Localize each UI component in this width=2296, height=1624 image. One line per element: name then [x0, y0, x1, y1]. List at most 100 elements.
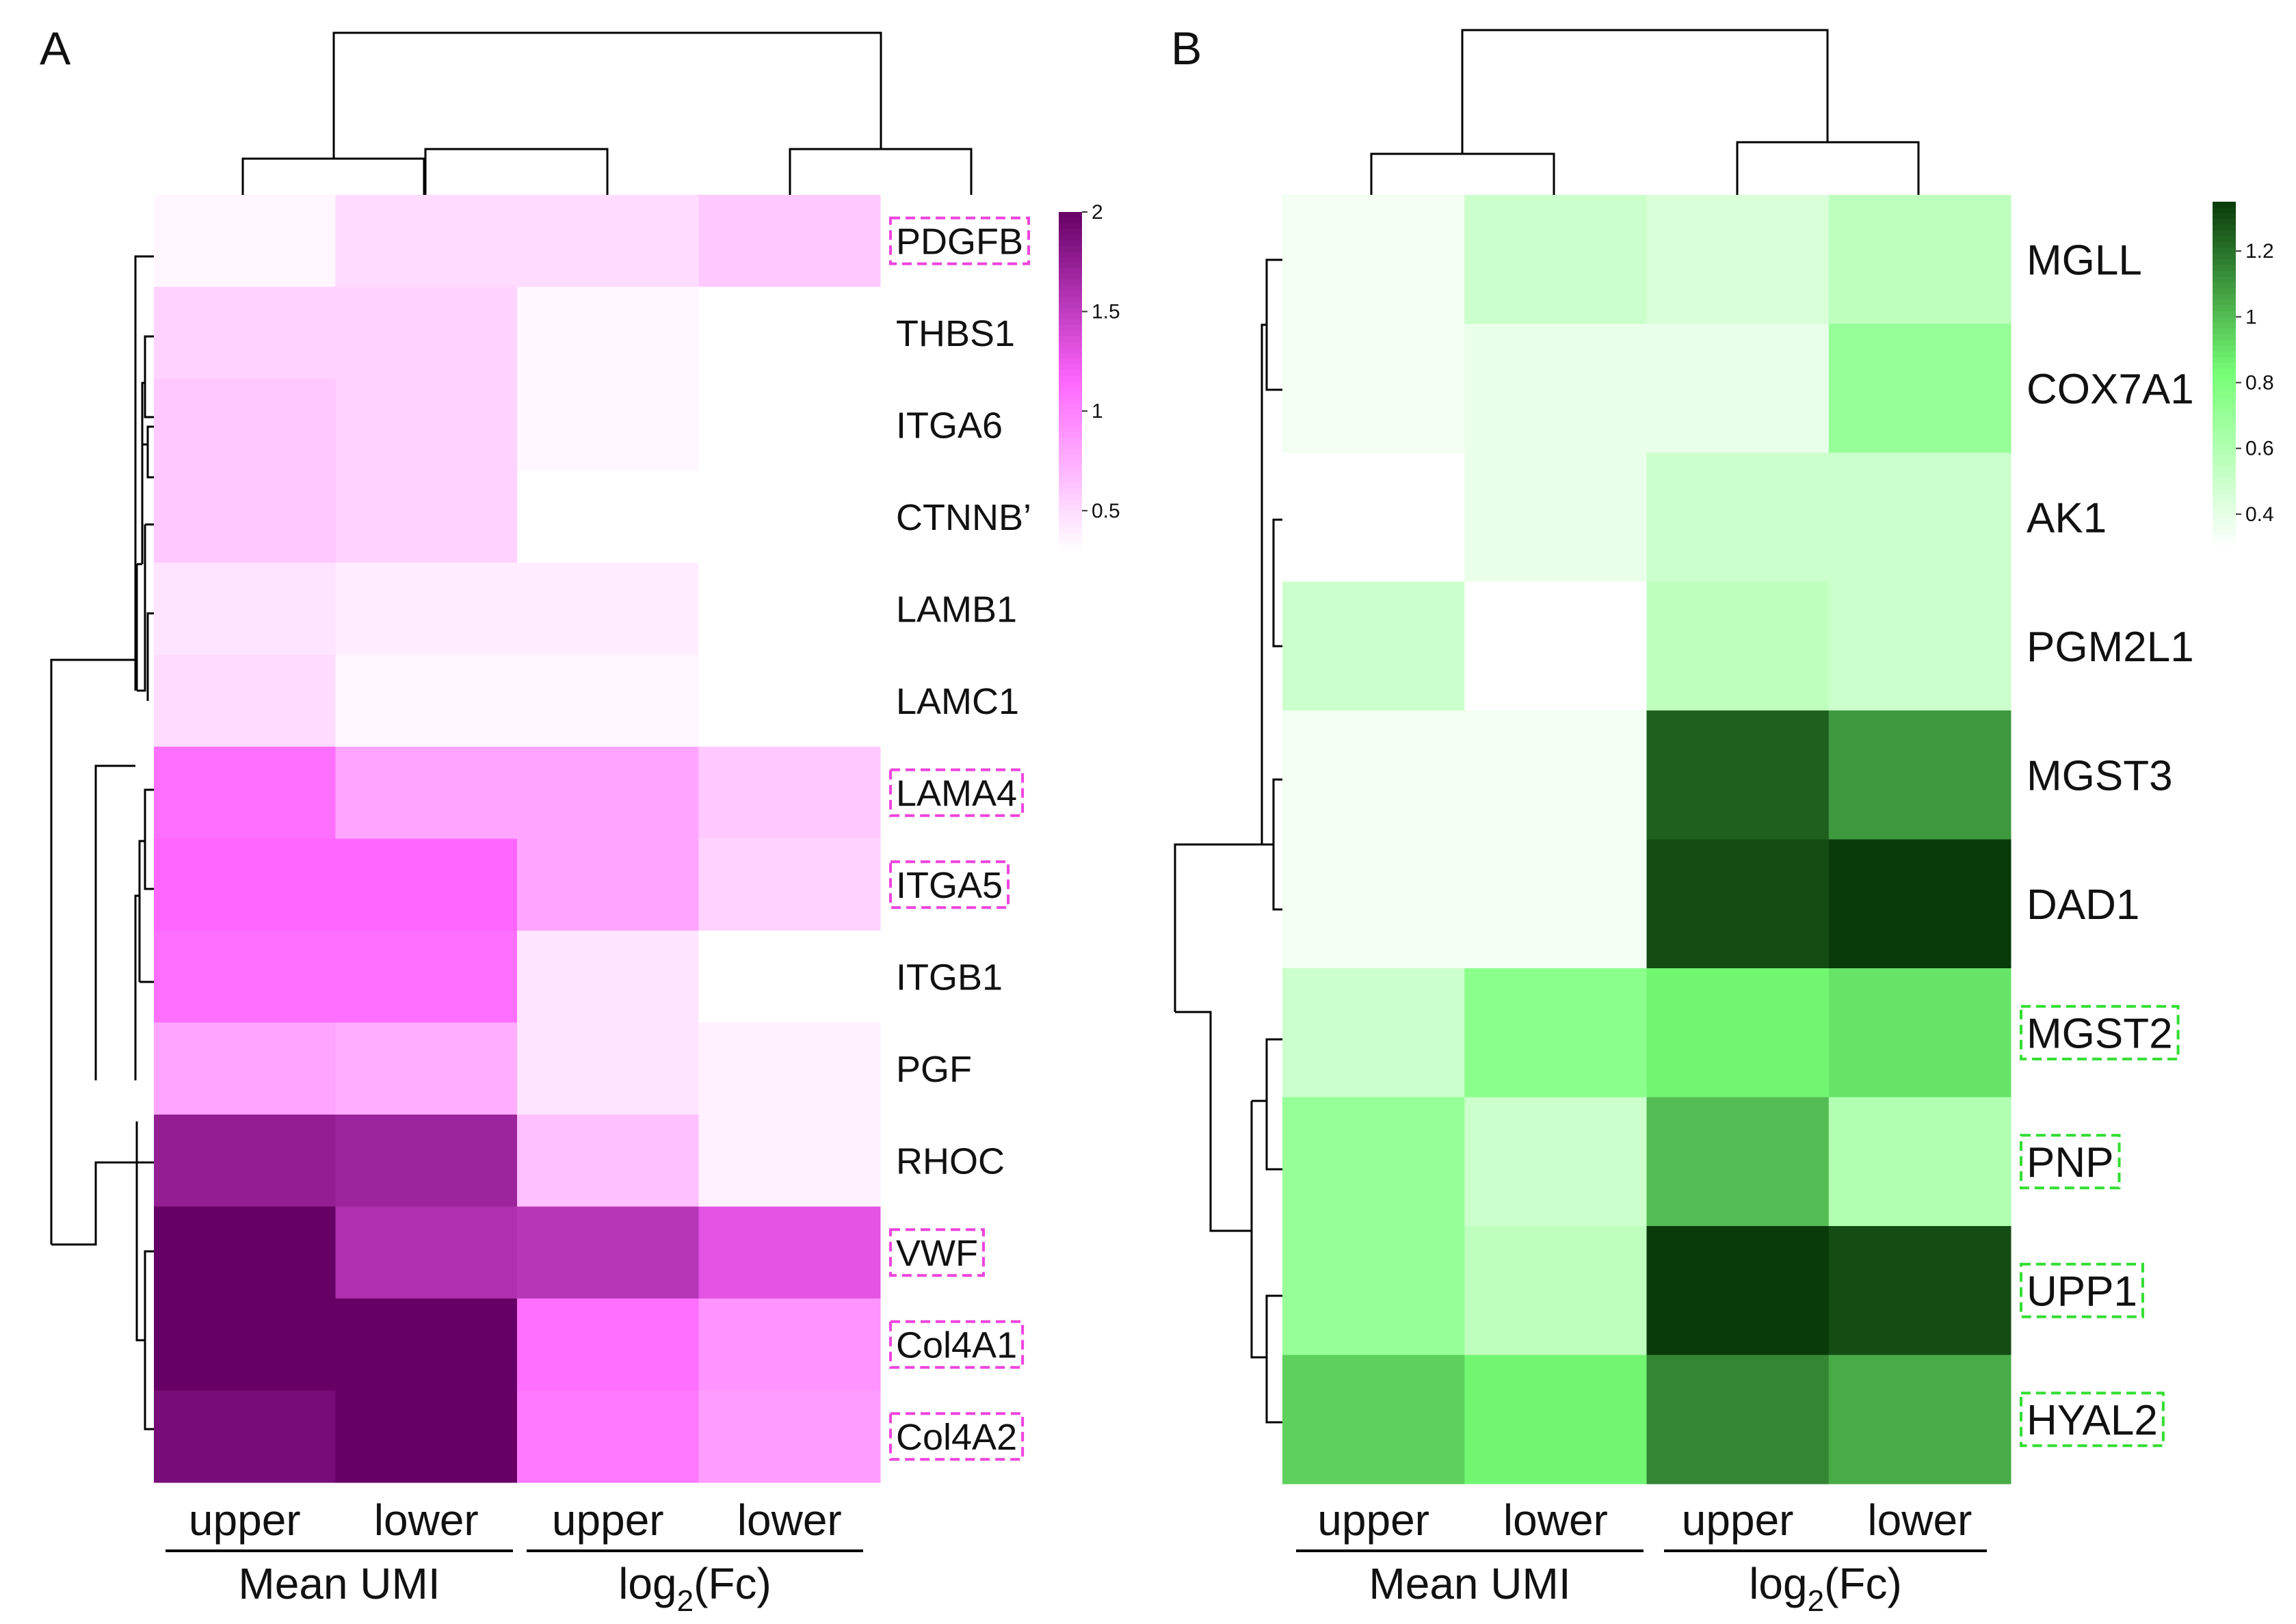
heatmap-cell [698, 654, 881, 747]
row-label: ITGB1 [896, 957, 1003, 998]
colorbar-swatch [1059, 505, 1082, 511]
heatmap-cell [154, 1206, 336, 1299]
heatmap-cell [1646, 1097, 1830, 1227]
colorbar-swatch [1059, 533, 1082, 540]
heatmap-cell [1646, 581, 1830, 711]
highlight-box [2020, 1392, 2165, 1448]
heatmap-cell [517, 563, 699, 655]
heatmap-cell [1828, 968, 2011, 1097]
colorbar-swatch [1059, 477, 1082, 483]
colorbar-swatch [2213, 322, 2236, 329]
group-label: log2(Fc) [1749, 1559, 1902, 1618]
colorbar-swatch [2213, 438, 2236, 444]
heatmap-cell [335, 1022, 518, 1115]
colorbar-swatch [1059, 330, 1082, 337]
heatmap-cell [154, 931, 336, 1023]
heatmap-b-column-labels: upper lower upper lower Mean UMI log2(Fc) [1296, 1495, 1987, 1618]
colorbar-swatch [2213, 426, 2236, 433]
row-label: Col4A2 [896, 1417, 1017, 1458]
heatmap-cell [698, 379, 881, 471]
colorbar-swatch [1059, 240, 1082, 247]
colorbar-swatch [2213, 230, 2236, 237]
heatmap-cell [154, 1299, 336, 1391]
heatmap-a-dendrograms [50, 31, 973, 1430]
heatmap-cell [154, 195, 336, 287]
heatmap-cell [335, 931, 518, 1023]
colorbar-swatch [2213, 362, 2236, 369]
colorbar-swatch [1059, 336, 1082, 343]
colorbar-swatch [2213, 369, 2236, 375]
colorbar-swatch [1059, 494, 1082, 501]
panel-letter-a: A [40, 23, 71, 75]
heatmap-cell [698, 195, 881, 287]
colorbar-swatch [1059, 212, 1082, 218]
colorbar-swatch [1059, 228, 1082, 235]
colorbar-swatch [2213, 420, 2236, 427]
row-label: AK1 [2027, 495, 2107, 542]
heatmap-cell [1464, 1226, 1647, 1355]
heatmap-cell [517, 287, 699, 380]
colorbar-swatch [2213, 380, 2236, 386]
colorbar-swatch [2213, 449, 2236, 455]
row-dendrogram-a [50, 255, 154, 1430]
heatmap-cell [1464, 323, 1647, 453]
heatmap-cell [1282, 1355, 1465, 1485]
heatmap-cell [698, 563, 881, 655]
heatmap-cell [1828, 839, 2011, 969]
colorbar-swatch [1059, 460, 1082, 466]
heatmap-panel-a: A PDGFB THBS1 ITGA6 CTNNB’ LAMB1 LAMC1 LAMA4 IT… [40, 23, 1120, 1618]
col-dendrogram-a [241, 31, 973, 195]
highlight-box [2020, 1134, 2121, 1190]
heatmap-cell [1828, 1226, 2011, 1355]
heatmap-cell [335, 287, 518, 380]
heatmap-cell [154, 287, 336, 380]
colorbar-swatch [2213, 241, 2236, 248]
heatmap-cell [698, 1022, 881, 1115]
heatmap-cell [1282, 453, 1465, 582]
heatmap-cell [517, 470, 699, 563]
heatmap-cell [1464, 968, 1647, 1097]
row-label: HYAL2 [2027, 1397, 2158, 1444]
colorbar-swatch [2213, 219, 2236, 226]
heatmap-cell [517, 1022, 699, 1115]
heatmap-cell [1828, 453, 2011, 582]
heatmap-b-dendrograms [1174, 29, 1920, 1424]
colorbar-swatch [1059, 308, 1082, 315]
highlight-box [889, 216, 1031, 265]
colorbar-swatch [1059, 325, 1082, 331]
heatmap-cell [517, 747, 699, 839]
colorbar-swatch [1059, 263, 1082, 269]
heatmap-cell [517, 379, 699, 471]
colorbar-swatch [2213, 224, 2236, 231]
colorbar-swatch [1059, 217, 1082, 224]
row-label: COX7A1 [2027, 366, 2194, 413]
colorbar-swatch [2213, 495, 2236, 502]
heatmap-cell [154, 747, 336, 839]
heatmap-cell [1646, 839, 1830, 969]
colorbar-swatch [1059, 516, 1082, 523]
colorbar-swatch [1059, 454, 1082, 461]
row-label: THBS1 [896, 313, 1015, 354]
colorbar-swatch [1059, 370, 1082, 376]
row-label: LAMA4 [896, 773, 1017, 814]
row-label: VWF [896, 1233, 978, 1274]
colorbar-swatch [2213, 443, 2236, 450]
colorbar-swatch [2213, 334, 2236, 341]
colorbar-swatch [2213, 351, 2236, 358]
colorbar-swatch [2213, 271, 2236, 278]
colorbar-swatch [2213, 293, 2236, 300]
colorbar-swatch [2213, 317, 2236, 323]
heatmap-cell [154, 654, 336, 747]
heatmap-cell [335, 1206, 518, 1299]
colorbar-swatch [1059, 522, 1082, 529]
column-label: lower [737, 1495, 842, 1545]
heatmap-cell [1828, 195, 2011, 324]
colorbar-tick-label: 1 [2245, 306, 2257, 328]
row-label: MGST2 [2027, 1011, 2173, 1058]
highlight-box [889, 860, 1010, 909]
colorbar-tick-label: 1.2 [2245, 240, 2274, 263]
colorbar-swatch [1059, 358, 1082, 365]
colorbar-swatch [2213, 340, 2236, 347]
row-label: MGLL [2027, 237, 2142, 284]
highlight-box [889, 1228, 985, 1277]
